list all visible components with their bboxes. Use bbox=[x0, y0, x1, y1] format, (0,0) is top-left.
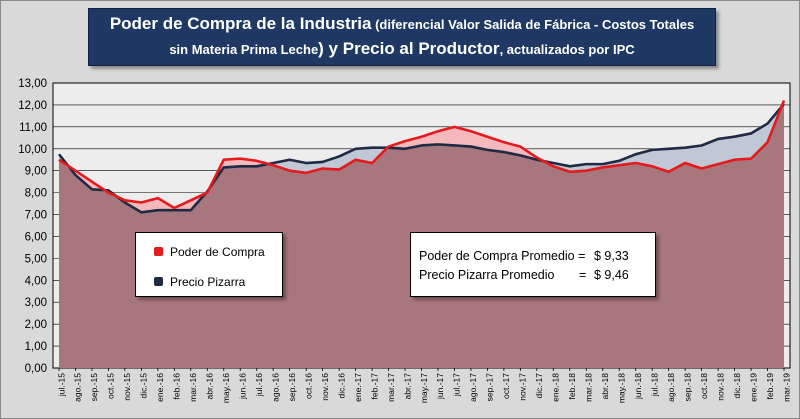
x-tick-label: ago.-15 bbox=[73, 373, 83, 402]
x-tick-label: ago.-18 bbox=[666, 373, 676, 402]
x-tick-label: ene.-19 bbox=[748, 373, 758, 402]
legend: Poder de Compra Precio Pizarra bbox=[135, 232, 283, 297]
y-tick-label: 2,00 bbox=[25, 319, 47, 331]
title-sub-text-2b: , actualizados por IPC bbox=[499, 42, 635, 57]
stat-row-precio-pizarra: Precio Pizarra Promedio = $ 9,46 bbox=[419, 268, 629, 282]
stat-label: Poder de Compra Promedio = bbox=[419, 249, 586, 263]
y-tick-label: 9,00 bbox=[25, 166, 47, 178]
x-tick-label: mar.-17 bbox=[386, 373, 396, 402]
x-tick-label: oct.-17 bbox=[501, 373, 511, 399]
x-tick-label: ene.-17 bbox=[353, 373, 363, 402]
x-tick-label: jul.-18 bbox=[649, 373, 659, 397]
y-tick-label: 8,00 bbox=[25, 188, 47, 200]
x-tick-label: ene.-18 bbox=[551, 373, 561, 402]
x-tick-label: may.-18 bbox=[616, 373, 626, 403]
y-tick-label: 3,00 bbox=[25, 297, 47, 309]
y-tick-label: 6,00 bbox=[25, 231, 47, 243]
y-tick-label: 1,00 bbox=[25, 341, 47, 353]
y-tick-label: 0,00 bbox=[25, 363, 47, 375]
x-tick-label: feb.-16 bbox=[172, 373, 182, 400]
stat-row-poder-de-compra: Poder de Compra Promedio = $ 9,33 bbox=[419, 249, 629, 263]
x-tick-label: dic.-17 bbox=[534, 373, 544, 399]
x-tick-label: abr.-17 bbox=[402, 373, 412, 400]
title-sub-text-2a: sin Materia Prima Leche bbox=[169, 42, 319, 57]
x-tick-label: feb.-18 bbox=[567, 373, 577, 400]
x-tick-label: nov.-17 bbox=[518, 373, 528, 401]
stat-value: $ 9,46 bbox=[594, 268, 629, 282]
stat-label: Precio Pizarra Promedio bbox=[419, 268, 555, 282]
x-tick-label: dic.-16 bbox=[336, 373, 346, 399]
x-tick-label: sep.-17 bbox=[485, 373, 495, 402]
legend-swatch-poder-de-compra bbox=[154, 247, 163, 256]
x-tick-label: dic.-18 bbox=[732, 373, 742, 399]
poder-de-compra-line bbox=[58, 100, 786, 210]
x-tick-label: sep.-16 bbox=[287, 373, 297, 402]
x-tick-label: mar.-16 bbox=[188, 373, 198, 402]
title-main-text-2: ) y Precio al Productor bbox=[318, 39, 500, 58]
x-tick-label: oct.-15 bbox=[106, 373, 116, 399]
x-tick-label: jul.-15 bbox=[56, 373, 66, 397]
y-tick-label: 11,00 bbox=[19, 122, 47, 134]
x-tick-label: feb.-19 bbox=[765, 373, 775, 400]
x-tick-label: sep.-15 bbox=[89, 373, 99, 402]
x-tick-label: oct.-18 bbox=[699, 373, 709, 399]
legend-label: Poder de Compra bbox=[170, 245, 265, 259]
chart-title-box: Poder de Compra de la Industria (diferen… bbox=[88, 8, 716, 66]
y-tick-label: 13,00 bbox=[18, 78, 47, 90]
y-tick-label: 7,00 bbox=[25, 210, 47, 222]
stat-value: $ 9,33 bbox=[594, 249, 629, 263]
x-tick-label: jun.-17 bbox=[435, 373, 445, 400]
stat-equals: = bbox=[579, 268, 587, 282]
x-tick-label: mar.-19 bbox=[781, 373, 791, 402]
legend-label: Precio Pizarra bbox=[170, 275, 246, 289]
x-tick-label: jul.-17 bbox=[452, 373, 462, 397]
x-tick-label: abr.-16 bbox=[205, 373, 215, 400]
x-tick-label: ene.-16 bbox=[155, 373, 165, 402]
y-tick-label: 4,00 bbox=[25, 275, 47, 287]
chart-title-line-1: Poder de Compra de la Industria (diferen… bbox=[89, 14, 715, 34]
x-tick-label: abr.-18 bbox=[600, 373, 610, 400]
x-tick-label: ago.-16 bbox=[270, 373, 280, 402]
x-tick-label: mar.-18 bbox=[584, 373, 594, 402]
legend-swatch-precio-pizarra bbox=[154, 277, 163, 286]
x-tick-label: jun.-18 bbox=[633, 373, 643, 400]
title-main-text: Poder de Compra de la Industria bbox=[109, 14, 372, 33]
x-tick-label: may.-17 bbox=[419, 373, 429, 403]
y-tick-label: 5,00 bbox=[25, 253, 47, 265]
x-tick-label: may.-16 bbox=[221, 373, 231, 403]
precio-pizarra-line bbox=[57, 102, 785, 214]
title-sub-text: (diferencial Valor Salida de Fábrica - C… bbox=[371, 17, 695, 32]
chart-title-line-2: sin Materia Prima Leche) y Precio al Pro… bbox=[89, 39, 715, 59]
x-tick-label: nov.-16 bbox=[320, 373, 330, 401]
averages-box: Poder de Compra Promedio = $ 9,33 Precio… bbox=[410, 232, 656, 297]
x-tick-label: feb.-17 bbox=[369, 373, 379, 400]
x-tick-label: nov.-15 bbox=[122, 373, 132, 401]
x-tick-label: dic.-15 bbox=[139, 373, 149, 399]
x-tick-label: sep.-18 bbox=[682, 373, 692, 402]
x-tick-label: nov.-18 bbox=[715, 373, 725, 401]
x-tick-label: jul.-16 bbox=[254, 373, 264, 397]
x-tick-label: oct.-16 bbox=[303, 373, 313, 399]
x-tick-label: jun.-16 bbox=[238, 373, 248, 400]
y-tick-label: 10,00 bbox=[18, 144, 47, 156]
y-tick-label: 12,00 bbox=[18, 100, 47, 112]
x-tick-label: ago.-17 bbox=[468, 373, 478, 402]
